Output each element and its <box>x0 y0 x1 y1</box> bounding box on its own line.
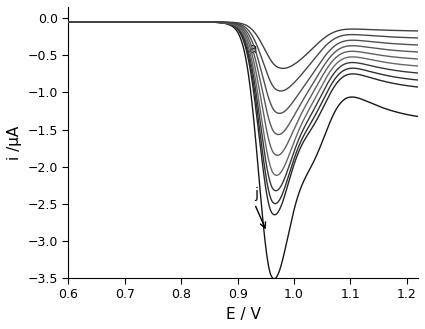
Text: a: a <box>248 42 256 56</box>
Y-axis label: i /μA: i /μA <box>7 125 22 160</box>
Text: j: j <box>255 187 258 201</box>
X-axis label: E / V: E / V <box>226 307 261 322</box>
